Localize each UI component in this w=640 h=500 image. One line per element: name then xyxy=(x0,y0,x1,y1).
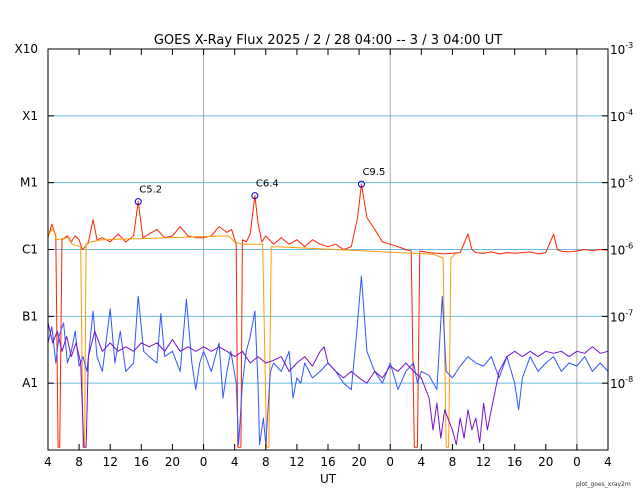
x-tick-label-0: 4 xyxy=(44,455,52,469)
x-tick-label-12: 4 xyxy=(418,455,426,469)
flare-annotations: C5.2 C6.4 C9.5 xyxy=(134,167,385,206)
chart-title: GOES X-Ray Flux 2025 / 2 / 28 04:00 -- 3… xyxy=(154,33,502,48)
x-tick-label-8: 12 xyxy=(289,455,304,469)
x-axis-label: UT xyxy=(320,472,337,486)
x-tick-label-1: 8 xyxy=(75,455,83,469)
y-label-left-0: X10 xyxy=(15,42,39,56)
x-tick-label-2: 12 xyxy=(103,455,118,469)
x-tick-label-14: 12 xyxy=(476,455,491,469)
x-tick-label-17: 0 xyxy=(573,455,581,469)
y-label-left-5: A1 xyxy=(22,376,38,390)
x-tick-label-4: 20 xyxy=(165,455,180,469)
x-tick-label-18: 4 xyxy=(604,455,612,469)
flare-marker-1 xyxy=(251,192,259,200)
flare-label-2: C9.5 xyxy=(362,167,385,178)
y-label-right-3: 10-6 xyxy=(610,242,633,258)
y-label-right-0: 10-3 xyxy=(610,41,633,57)
x-tick-label-15: 16 xyxy=(507,455,522,469)
series-line-long-primary xyxy=(47,183,609,448)
y-label-right-4: 10-7 xyxy=(610,308,633,324)
x-tick-label-11: 0 xyxy=(386,455,394,469)
y-label-right-2: 10-5 xyxy=(610,175,633,191)
axis-layer: 4 8 12 16 20 0 4 8 12 16 20 0 4 8 12 16 20 0 4 X10 X1 M1 C1 B1 A… xyxy=(15,41,634,469)
x-tick-label-16: 20 xyxy=(538,455,553,469)
y-label-left-1: X1 xyxy=(22,109,38,123)
y-label-right-5: 10-8 xyxy=(610,375,633,391)
flare-marker-2 xyxy=(357,180,365,188)
series-line-long-secondary xyxy=(47,227,457,448)
credit-label: plot_goes_xray2m xyxy=(576,481,631,488)
x-tick-label-10: 20 xyxy=(351,455,366,469)
x-tick-label-5: 0 xyxy=(200,455,208,469)
flare-label-0: C5.2 xyxy=(139,185,162,196)
y-label-left-2: M1 xyxy=(20,176,38,190)
y-label-right-1: 10-4 xyxy=(610,108,633,124)
flare-label-1: C6.4 xyxy=(256,179,279,190)
y-label-left-3: C1 xyxy=(22,243,38,257)
x-tick-label-7: 8 xyxy=(262,455,270,469)
series-line-short-secondary xyxy=(47,322,609,448)
y-label-left-4: B1 xyxy=(22,309,38,323)
series-layer xyxy=(47,183,609,448)
series-line-short-primary xyxy=(47,275,609,446)
x-tick-label-9: 16 xyxy=(320,455,335,469)
x-tick-label-6: 4 xyxy=(231,455,239,469)
flare-marker-0 xyxy=(134,198,142,206)
x-tick-label-13: 8 xyxy=(449,455,457,469)
x-tick-label-3: 16 xyxy=(134,455,149,469)
